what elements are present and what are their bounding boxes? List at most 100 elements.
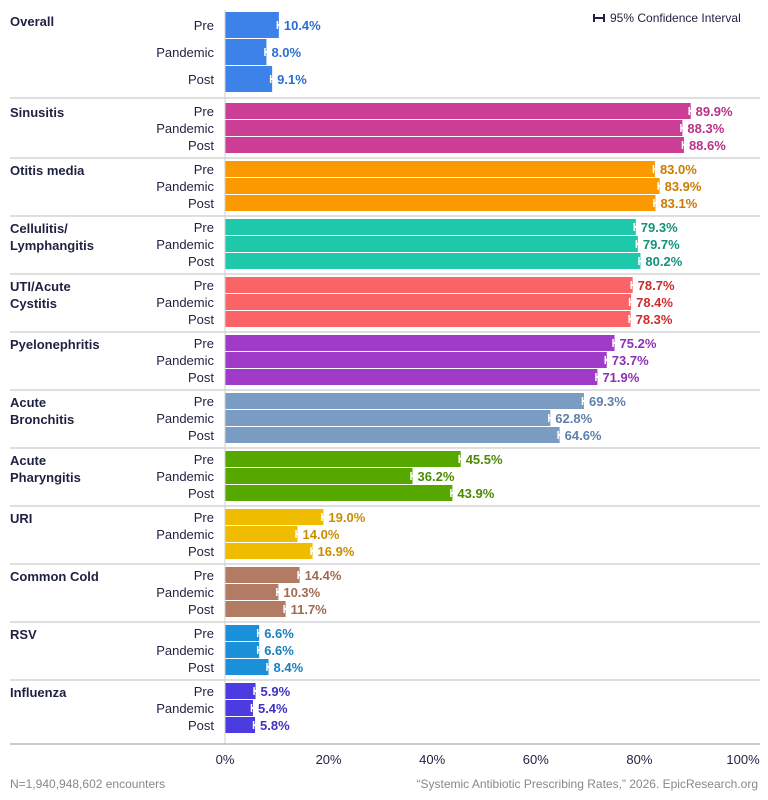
period-label: Pre [194, 104, 214, 119]
period-label: Pandemic [156, 353, 214, 368]
value-label: 80.2% [645, 254, 682, 269]
bar [225, 567, 300, 583]
category-label: URI [10, 511, 32, 526]
bar [225, 369, 598, 385]
period-label: Pre [194, 220, 214, 235]
group-7: Acute Bronchitis Pre 69.3% Pandemic 62.8% Post… [10, 393, 760, 449]
category-label: RSV [10, 627, 37, 642]
bar [225, 178, 660, 194]
value-label: 62.8% [555, 411, 592, 426]
x-tick-label: 0% [216, 752, 235, 767]
category-label: UTI/Acute Cystitis [10, 279, 71, 311]
x-tick-label: 20% [316, 752, 342, 767]
period-label: Pandemic [156, 469, 214, 484]
x-axis-ticks: 0% 20% 40% 60% 80% 100% [216, 752, 760, 767]
bar [225, 543, 313, 559]
bar [225, 659, 269, 675]
x-tick-label: 100% [726, 752, 760, 767]
bar [225, 717, 256, 733]
value-label: 10.4% [284, 18, 321, 33]
value-label: 16.9% [318, 544, 355, 559]
bar [225, 526, 298, 542]
group-8: Acute Pharyngitis Pre 45.5% Pandemic 36.2% Pos… [10, 451, 760, 507]
bar [225, 642, 260, 658]
period-label: Pre [194, 684, 214, 699]
bar [225, 39, 267, 65]
footer-note: N=1,940,948,602 encounters [10, 777, 165, 791]
value-label: 14.4% [305, 568, 342, 583]
category-label: Otitis media [10, 163, 85, 178]
value-label: 89.9% [696, 104, 733, 119]
bar [225, 294, 632, 310]
period-label: Post [188, 428, 214, 443]
category-label: Acute Bronchitis [10, 395, 74, 427]
period-label: Pre [194, 336, 214, 351]
value-label: 11.7% [291, 602, 328, 617]
bar [225, 410, 551, 426]
group-3: Otitis media Pre 83.0% Pandemic 83.9% Post 83.… [10, 161, 760, 217]
value-label: 36.2% [418, 469, 455, 484]
period-label: Pandemic [156, 45, 214, 60]
value-label: 78.3% [636, 312, 673, 327]
category-label: Sinusitis [10, 105, 64, 120]
value-label: 8.0% [271, 45, 301, 60]
period-label: Post [188, 370, 214, 385]
value-label: 19.0% [328, 510, 365, 525]
period-label: Post [188, 660, 214, 675]
value-label: 83.0% [660, 162, 697, 177]
category-label: Cellulitis/Lymphangitis [10, 221, 94, 253]
period-label: Post [188, 312, 214, 327]
value-label: 71.9% [602, 370, 639, 385]
bar [225, 625, 260, 641]
value-label: 83.9% [665, 179, 702, 194]
period-label: Pre [194, 162, 214, 177]
bar [225, 236, 638, 252]
group-1: Overall Pre 10.4% Pandemic 8.0% Post 9.1% [10, 12, 760, 99]
value-label: 75.2% [620, 336, 657, 351]
legend-label: 95% Confidence Interval [610, 11, 741, 25]
bar [225, 509, 324, 525]
bar [225, 485, 453, 501]
bar [225, 584, 279, 600]
period-label: Pandemic [156, 643, 214, 658]
period-label: Pandemic [156, 295, 214, 310]
period-label: Pre [194, 18, 214, 33]
x-tick-label: 40% [419, 752, 445, 767]
x-axis: 0% 20% 40% 60% 80% 100% [10, 743, 760, 767]
bar [225, 352, 607, 368]
bar [225, 120, 683, 136]
value-label: 69.3% [589, 394, 626, 409]
group-4: Cellulitis/Lymphangitis Pre 79.3% Pandemic 7… [10, 219, 760, 275]
group-9: URI Pre 19.0% Pandemic 14.0% Post 16.9% [10, 509, 760, 565]
value-label: 88.3% [687, 121, 724, 136]
bar [225, 700, 253, 716]
category-label: Acute Pharyngitis [10, 453, 81, 485]
value-label: 5.9% [261, 684, 291, 699]
bar [225, 683, 256, 699]
period-label: Pre [194, 394, 214, 409]
category-label: Influenza [10, 685, 67, 700]
period-label: Pre [194, 510, 214, 525]
period-label: Pre [194, 568, 214, 583]
period-label: Pandemic [156, 179, 214, 194]
group-2: Sinusitis Pre 89.9% Pandemic 88.3% Post 88.6% [10, 103, 760, 159]
period-label: Post [188, 72, 214, 87]
bar [225, 195, 656, 211]
group-12: Influenza Pre 5.9% Pandemic 5.4% Post 5.8% [10, 683, 291, 733]
value-label: 64.6% [565, 428, 602, 443]
group-11: RSV Pre 6.6% Pandemic 6.6% Post 8.4% [10, 625, 760, 681]
bar [225, 137, 684, 153]
value-label: 5.8% [260, 718, 290, 733]
bar [225, 427, 560, 443]
period-label: Pre [194, 626, 214, 641]
period-label: Pandemic [156, 121, 214, 136]
bar [225, 161, 655, 177]
period-label: Pandemic [156, 411, 214, 426]
period-label: Pre [194, 452, 214, 467]
period-label: Post [188, 718, 214, 733]
x-tick-label: 80% [626, 752, 652, 767]
value-label: 10.3% [283, 585, 320, 600]
bar [225, 601, 286, 617]
period-label: Post [188, 138, 214, 153]
